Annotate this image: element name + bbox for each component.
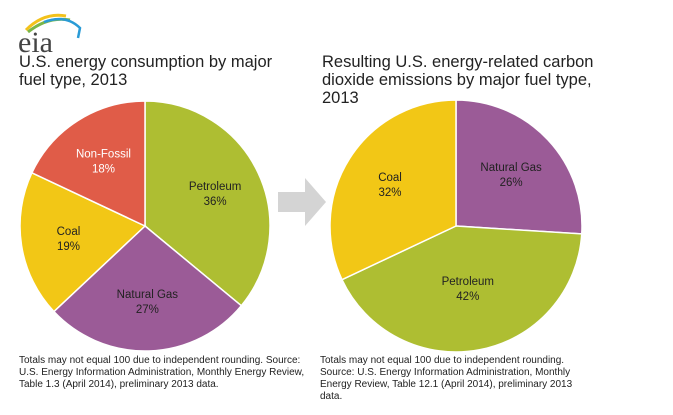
pie-slice-non-fossil [30, 100, 146, 228]
data-label: Natural Gas [480, 162, 542, 174]
pie-slice-petroleum [340, 225, 583, 353]
data-value: 18% [92, 164, 115, 176]
data-value: 27% [136, 304, 159, 316]
pie-slice-natural-gas [52, 225, 243, 352]
pie-slice-coal [19, 171, 147, 313]
data-value: 36% [204, 196, 227, 208]
data-label: Non-Fossil [76, 149, 131, 161]
data-label: Natural Gas [117, 289, 179, 301]
data-value: 32% [379, 187, 402, 199]
chart-1-title: U.S. energy consumption by major fuel ty… [19, 53, 273, 89]
chart-2-title: Resulting U.S. energy-related carbon dio… [322, 53, 594, 107]
eia-logo: eia [18, 13, 82, 58]
data-label: Petroleum [189, 181, 241, 193]
data-value: 19% [57, 241, 80, 253]
pie-slice-natural-gas [455, 99, 583, 235]
data-label: Coal [378, 172, 402, 184]
chart-2-note: Totals may not equal 100 due to independ… [320, 355, 573, 402]
data-value: 26% [500, 177, 523, 189]
arrow-icon [278, 178, 326, 226]
svg-text:eia: eia [18, 26, 53, 58]
pie-slice-coal [329, 99, 457, 281]
data-value: 42% [456, 291, 479, 303]
pie-slice-petroleum [144, 100, 271, 307]
chart-1-note: Totals may not equal 100 due to independ… [19, 355, 305, 390]
data-label: Petroleum [442, 276, 494, 288]
data-label: Coal [57, 226, 81, 238]
